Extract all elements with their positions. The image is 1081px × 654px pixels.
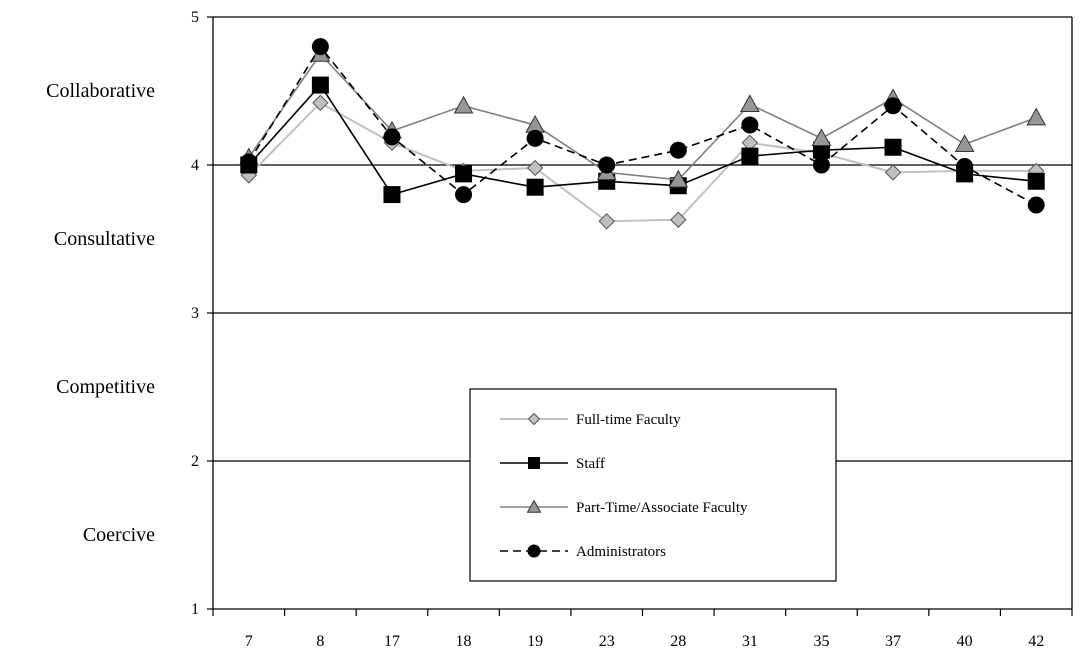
- series-point: [455, 165, 473, 183]
- legend: Full-time Faculty Staff Part-Time/Associat…: [469, 388, 837, 582]
- series-point: [453, 95, 474, 114]
- series-line: [248, 101, 1037, 223]
- band-label: Consultative: [54, 228, 155, 250]
- legend-label: Part-Time/Associate Faculty: [576, 500, 748, 516]
- series-group: [238, 38, 1047, 230]
- y-tick-label: 3: [191, 305, 199, 322]
- series-point: [668, 169, 689, 188]
- series-point: [741, 116, 759, 134]
- x-tick-label: 37: [885, 633, 901, 650]
- series-point: [740, 94, 760, 113]
- series-point: [884, 138, 902, 156]
- series-point: [1027, 172, 1045, 190]
- x-tick-label: 35: [813, 633, 829, 650]
- series-point: [526, 159, 544, 177]
- series-point: [312, 94, 329, 112]
- legend-marker: [527, 544, 541, 558]
- legend-item: Staff: [500, 456, 605, 472]
- legend-item: Full-time Faculty: [500, 412, 681, 428]
- series-line: [248, 83, 1037, 196]
- series-1: [240, 76, 1045, 204]
- x-tick-label: 19: [527, 633, 543, 650]
- y-tick-labels: 1 2 3 4 5: [191, 9, 199, 618]
- series-point: [598, 213, 615, 230]
- legend-marker: [528, 457, 540, 469]
- x-tick-label: 40: [957, 633, 973, 650]
- legend-label: Full-time Faculty: [576, 412, 681, 428]
- series-point: [240, 153, 258, 171]
- series-point: [1027, 196, 1045, 214]
- series-3: [240, 38, 1045, 214]
- band-label: Coercive: [83, 524, 155, 546]
- x-tick-label: 8: [316, 633, 324, 650]
- legend-marker: [527, 412, 541, 426]
- band-label: Competitive: [56, 376, 155, 398]
- legend-item: Administrators: [500, 544, 666, 560]
- series-point: [383, 128, 401, 146]
- legend-label: Administrators: [576, 544, 666, 560]
- band-labels: Collaborative Consultative Competitive Coer…: [46, 80, 155, 546]
- legend-label: Staff: [576, 456, 605, 472]
- y-tick-label: 4: [191, 157, 199, 174]
- series-point: [598, 156, 616, 174]
- series-point: [670, 211, 687, 228]
- x-tick-labels: 7 8 17 18 19 23 28 31 35 37 40 42: [245, 633, 1044, 650]
- y-tick-label: 1: [191, 601, 199, 618]
- legend-marker: [526, 499, 542, 513]
- y-tick-label: 5: [191, 9, 199, 26]
- x-tick-label: 23: [599, 633, 615, 650]
- series-point: [669, 141, 687, 159]
- series-point: [1026, 107, 1047, 126]
- series-line: [248, 52, 1037, 181]
- x-tick-label: 18: [456, 633, 472, 650]
- axes: [207, 16, 1073, 616]
- x-tick-label: 17: [384, 633, 400, 650]
- x-tick-label: 42: [1028, 633, 1044, 650]
- legend-item: Part-Time/Associate Faculty: [500, 499, 748, 516]
- series-point: [383, 186, 401, 204]
- y-tick-label: 2: [191, 453, 199, 470]
- series-point: [811, 128, 832, 147]
- x-tick-label: 7: [245, 633, 253, 650]
- series-point: [884, 97, 902, 115]
- x-tick-label: 31: [742, 633, 758, 650]
- x-tick-label: 28: [670, 633, 686, 650]
- series-point: [311, 38, 329, 56]
- series-point: [954, 134, 975, 152]
- series-point: [455, 186, 473, 204]
- series-point: [311, 76, 329, 94]
- series-point: [812, 156, 830, 174]
- series-point: [526, 129, 544, 147]
- series-point: [741, 147, 759, 165]
- band-label: Collaborative: [46, 80, 155, 102]
- series-0: [240, 94, 1045, 230]
- series-point: [884, 164, 902, 181]
- series-point: [526, 178, 544, 196]
- series-line: [248, 45, 1037, 206]
- series-2: [238, 43, 1047, 188]
- series-point: [956, 157, 974, 175]
